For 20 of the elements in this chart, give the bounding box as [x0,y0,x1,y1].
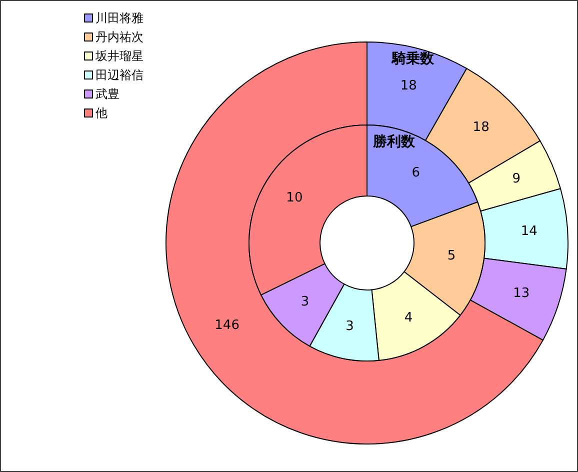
legend-label: 田辺裕信 [96,68,144,82]
data-label: 3 [300,294,310,310]
slice-label: 勝利数 [372,134,416,150]
legend-label: 川田将雅 [96,11,144,25]
data-label: 18 [400,78,417,94]
legend-label: 坂井瑠星 [94,49,144,63]
legend-label: 武豊 [96,87,120,101]
legend-label: 丹内祐次 [96,30,144,44]
data-label: 14 [520,224,538,239]
data-label: 9 [512,172,521,187]
data-label: 5 [447,248,456,264]
data-label: 13 [513,286,530,302]
data-label: 10 [286,190,303,206]
data-label: 6 [412,165,420,180]
data-label: 3 [346,319,354,334]
data-label: 146 [214,318,240,334]
legend-label: 他 [96,106,108,120]
slice-label: 騎乗数 [391,50,436,67]
data-label: 4 [404,310,413,326]
data-label: 18 [472,120,490,135]
